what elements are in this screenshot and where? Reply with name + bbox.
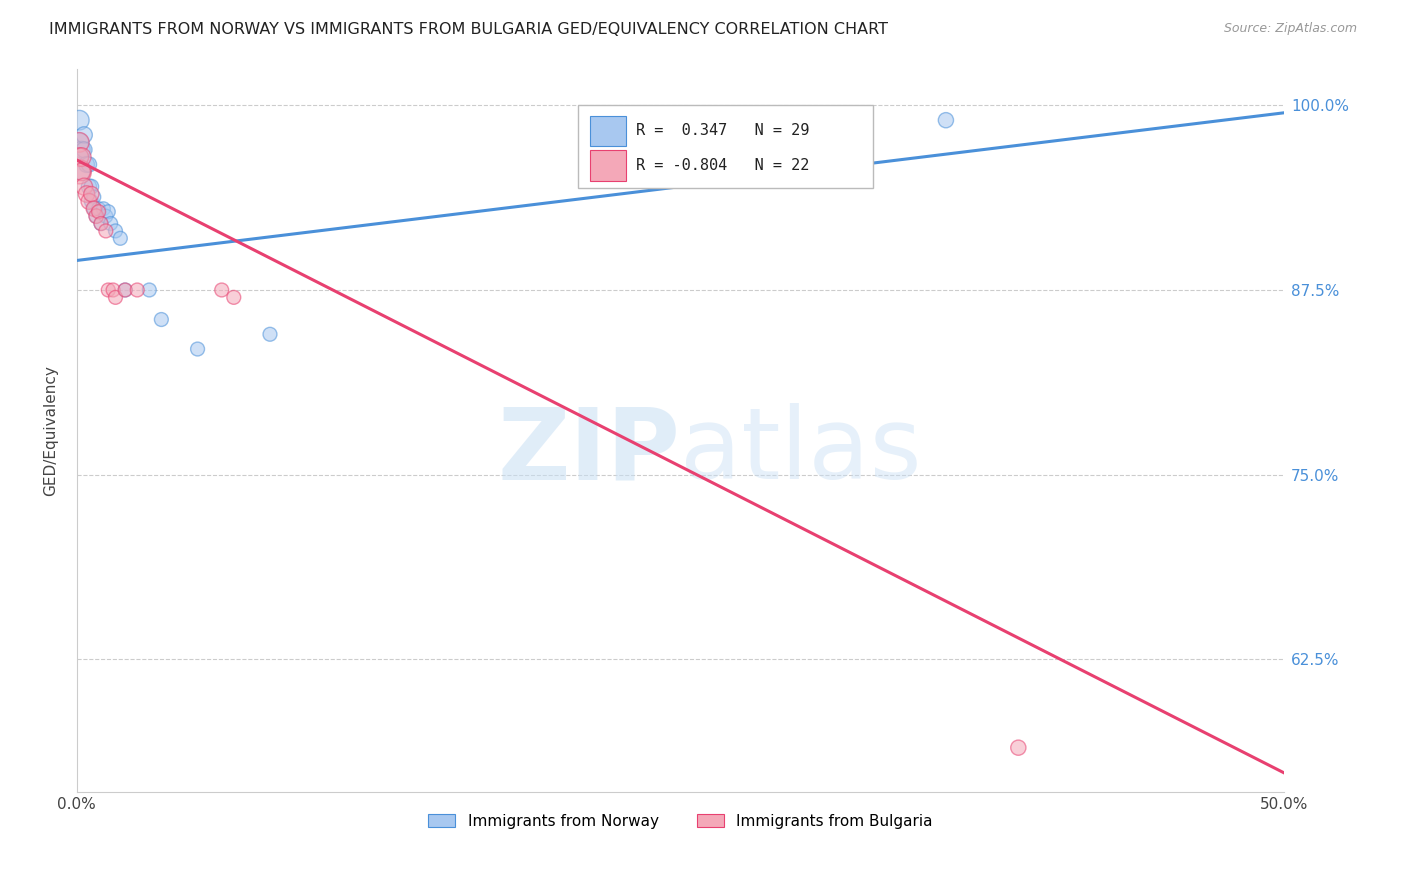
Y-axis label: GED/Equivalency: GED/Equivalency	[44, 365, 58, 496]
FancyBboxPatch shape	[591, 150, 626, 181]
Point	[259, 327, 281, 342]
Text: atlas: atlas	[681, 403, 922, 500]
Point	[77, 194, 100, 209]
Text: R =  0.347   N = 29: R = 0.347 N = 29	[636, 123, 808, 138]
Point	[84, 209, 107, 223]
Point	[211, 283, 233, 297]
Point	[1007, 740, 1029, 755]
Point	[90, 217, 112, 231]
Point	[104, 224, 127, 238]
Point	[73, 128, 96, 142]
Text: IMMIGRANTS FROM NORWAY VS IMMIGRANTS FROM BULGARIA GED/EQUIVALENCY CORRELATION C: IMMIGRANTS FROM NORWAY VS IMMIGRANTS FRO…	[49, 22, 889, 37]
Point	[94, 209, 117, 223]
Point	[83, 190, 105, 204]
Point	[114, 283, 136, 297]
Point	[87, 204, 110, 219]
Point	[110, 231, 132, 245]
Point	[77, 179, 100, 194]
Point	[100, 217, 122, 231]
Point	[150, 312, 173, 326]
Point	[67, 136, 90, 150]
Point	[70, 150, 93, 164]
Point	[84, 209, 107, 223]
Point	[73, 179, 96, 194]
FancyBboxPatch shape	[578, 104, 873, 188]
Point	[67, 136, 90, 150]
Text: R = -0.804   N = 22: R = -0.804 N = 22	[636, 158, 808, 173]
Point	[935, 113, 957, 128]
Point	[93, 202, 115, 216]
Point	[80, 187, 103, 202]
Point	[73, 143, 96, 157]
Point	[70, 165, 93, 179]
Point	[97, 283, 120, 297]
FancyBboxPatch shape	[591, 116, 626, 146]
Point	[77, 157, 100, 171]
Point	[101, 283, 124, 297]
Text: Source: ZipAtlas.com: Source: ZipAtlas.com	[1223, 22, 1357, 36]
Point	[94, 224, 117, 238]
Point	[83, 202, 105, 216]
Point	[67, 113, 90, 128]
Point	[138, 283, 160, 297]
Point	[87, 202, 110, 216]
Point	[97, 204, 120, 219]
Point	[76, 157, 98, 171]
Point	[104, 290, 127, 304]
Point	[80, 179, 103, 194]
Text: ZIP: ZIP	[498, 403, 681, 500]
Point	[67, 165, 90, 179]
Point	[222, 290, 245, 304]
Point	[67, 150, 90, 164]
Point	[67, 150, 90, 164]
Point	[187, 342, 209, 356]
Point	[80, 194, 103, 209]
Point	[70, 165, 93, 179]
Point	[70, 143, 93, 157]
Legend: Immigrants from Norway, Immigrants from Bulgaria: Immigrants from Norway, Immigrants from …	[422, 807, 939, 835]
Point	[127, 283, 149, 297]
Point	[114, 283, 136, 297]
Point	[76, 187, 98, 202]
Point	[90, 217, 112, 231]
Point	[83, 202, 105, 216]
